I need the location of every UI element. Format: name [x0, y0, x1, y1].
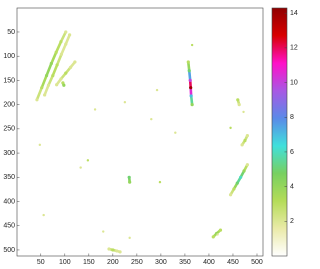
echo-cell [45, 74, 48, 77]
echo-cell [212, 235, 215, 238]
y-tick-label: 500 [3, 247, 15, 254]
echo-cell [59, 77, 62, 80]
echo-cell [236, 98, 239, 101]
echo-dot [102, 230, 104, 232]
echo-dot [159, 181, 161, 183]
echo-cell [190, 94, 193, 97]
echo-dot [79, 166, 81, 168]
echo-cell [50, 62, 53, 65]
echo-dot [242, 111, 244, 113]
echo-dot [191, 44, 193, 46]
echo-cell [232, 187, 235, 190]
y-tick-label: 450 [3, 223, 15, 230]
echo-cell [243, 139, 246, 142]
echo-cell [189, 86, 192, 89]
y-tick-label: 350 [3, 174, 15, 181]
colorbar-tick-label: 4 [290, 183, 294, 190]
echo-cell [64, 72, 67, 75]
colorbar-tick-label: 14 [290, 10, 298, 17]
echo-cell [43, 93, 46, 96]
echo-dot [124, 101, 126, 103]
y-tick-label: 400 [3, 198, 15, 205]
colorbar-tick-label: 12 [290, 45, 298, 52]
x-tick-label: 50 [37, 259, 45, 264]
y-tick-label: 100 [3, 53, 15, 60]
echo-cell [62, 84, 65, 87]
y-tick-label: 150 [3, 77, 15, 84]
echo-cell [236, 182, 239, 185]
echo-cell [219, 228, 222, 231]
colorbar-tick-label: 8 [290, 114, 294, 121]
x-tick-label: 200 [107, 259, 119, 264]
echo-cell [115, 249, 118, 252]
echo-cell [55, 51, 58, 54]
echo-cell [56, 63, 59, 66]
echo-cell [107, 247, 110, 250]
echo-cell [60, 53, 63, 56]
echo-cell [69, 66, 72, 69]
echo-dot [229, 127, 231, 129]
x-tick-label: 300 [155, 259, 167, 264]
y-tick-label: 250 [3, 126, 15, 133]
echo-dot [128, 237, 130, 239]
echo-dot [42, 214, 44, 216]
echo-cell [35, 98, 38, 101]
echo-cell [64, 30, 67, 33]
plot-area [17, 8, 263, 256]
echo-dot [94, 108, 96, 110]
echo-cell [118, 250, 121, 253]
y-tick-label: 200 [3, 101, 15, 108]
echo-dot [156, 89, 158, 91]
x-tick-label: 400 [203, 259, 215, 264]
echo-cell [189, 79, 192, 82]
echo-cell [55, 83, 58, 86]
chart: 50 100 150 200 250 300 350 400 450 500 50 100 150 200… [0, 0, 300, 264]
echo-cell [128, 181, 131, 184]
echo-cell [59, 40, 62, 43]
colorbar-tick-label: 2 [290, 218, 294, 225]
x-tick-label: 100 [59, 259, 71, 264]
echo-cell [68, 33, 71, 36]
x-tick-label: 150 [83, 259, 95, 264]
echo-cell [246, 134, 249, 137]
colorbar [272, 8, 287, 256]
colorbar-tick-label: 6 [290, 149, 294, 156]
echo-dot [150, 118, 152, 120]
x-tick-label: 450 [227, 259, 239, 264]
echo-cell [240, 143, 243, 146]
colorbar-tick-label: 10 [290, 79, 298, 86]
echo-cell [51, 74, 54, 77]
echo-cell [64, 42, 67, 45]
echo-dot [174, 132, 176, 134]
echo-cell [239, 176, 242, 179]
echo-dot [216, 233, 218, 235]
echo-cell [229, 193, 232, 196]
echo-cell [128, 176, 131, 179]
echo-dot [87, 159, 89, 161]
echo-cell [73, 60, 76, 63]
x-tick-label: 500 [251, 259, 263, 264]
echo-dot [39, 144, 41, 146]
x-tick-label: 350 [179, 259, 191, 264]
echo-cell [111, 248, 114, 251]
x-tick-label: 250 [131, 259, 143, 264]
echo-cell [40, 86, 43, 89]
echo-cell [47, 84, 50, 87]
echo-cell [246, 163, 249, 166]
echo-cell [242, 169, 245, 172]
echo-cell [187, 60, 190, 63]
echo-cell [188, 69, 191, 72]
echo-cell [191, 103, 194, 106]
y-tick-label: 50 [7, 29, 15, 36]
echo-cell [238, 103, 241, 106]
y-tick-label: 300 [3, 150, 15, 157]
